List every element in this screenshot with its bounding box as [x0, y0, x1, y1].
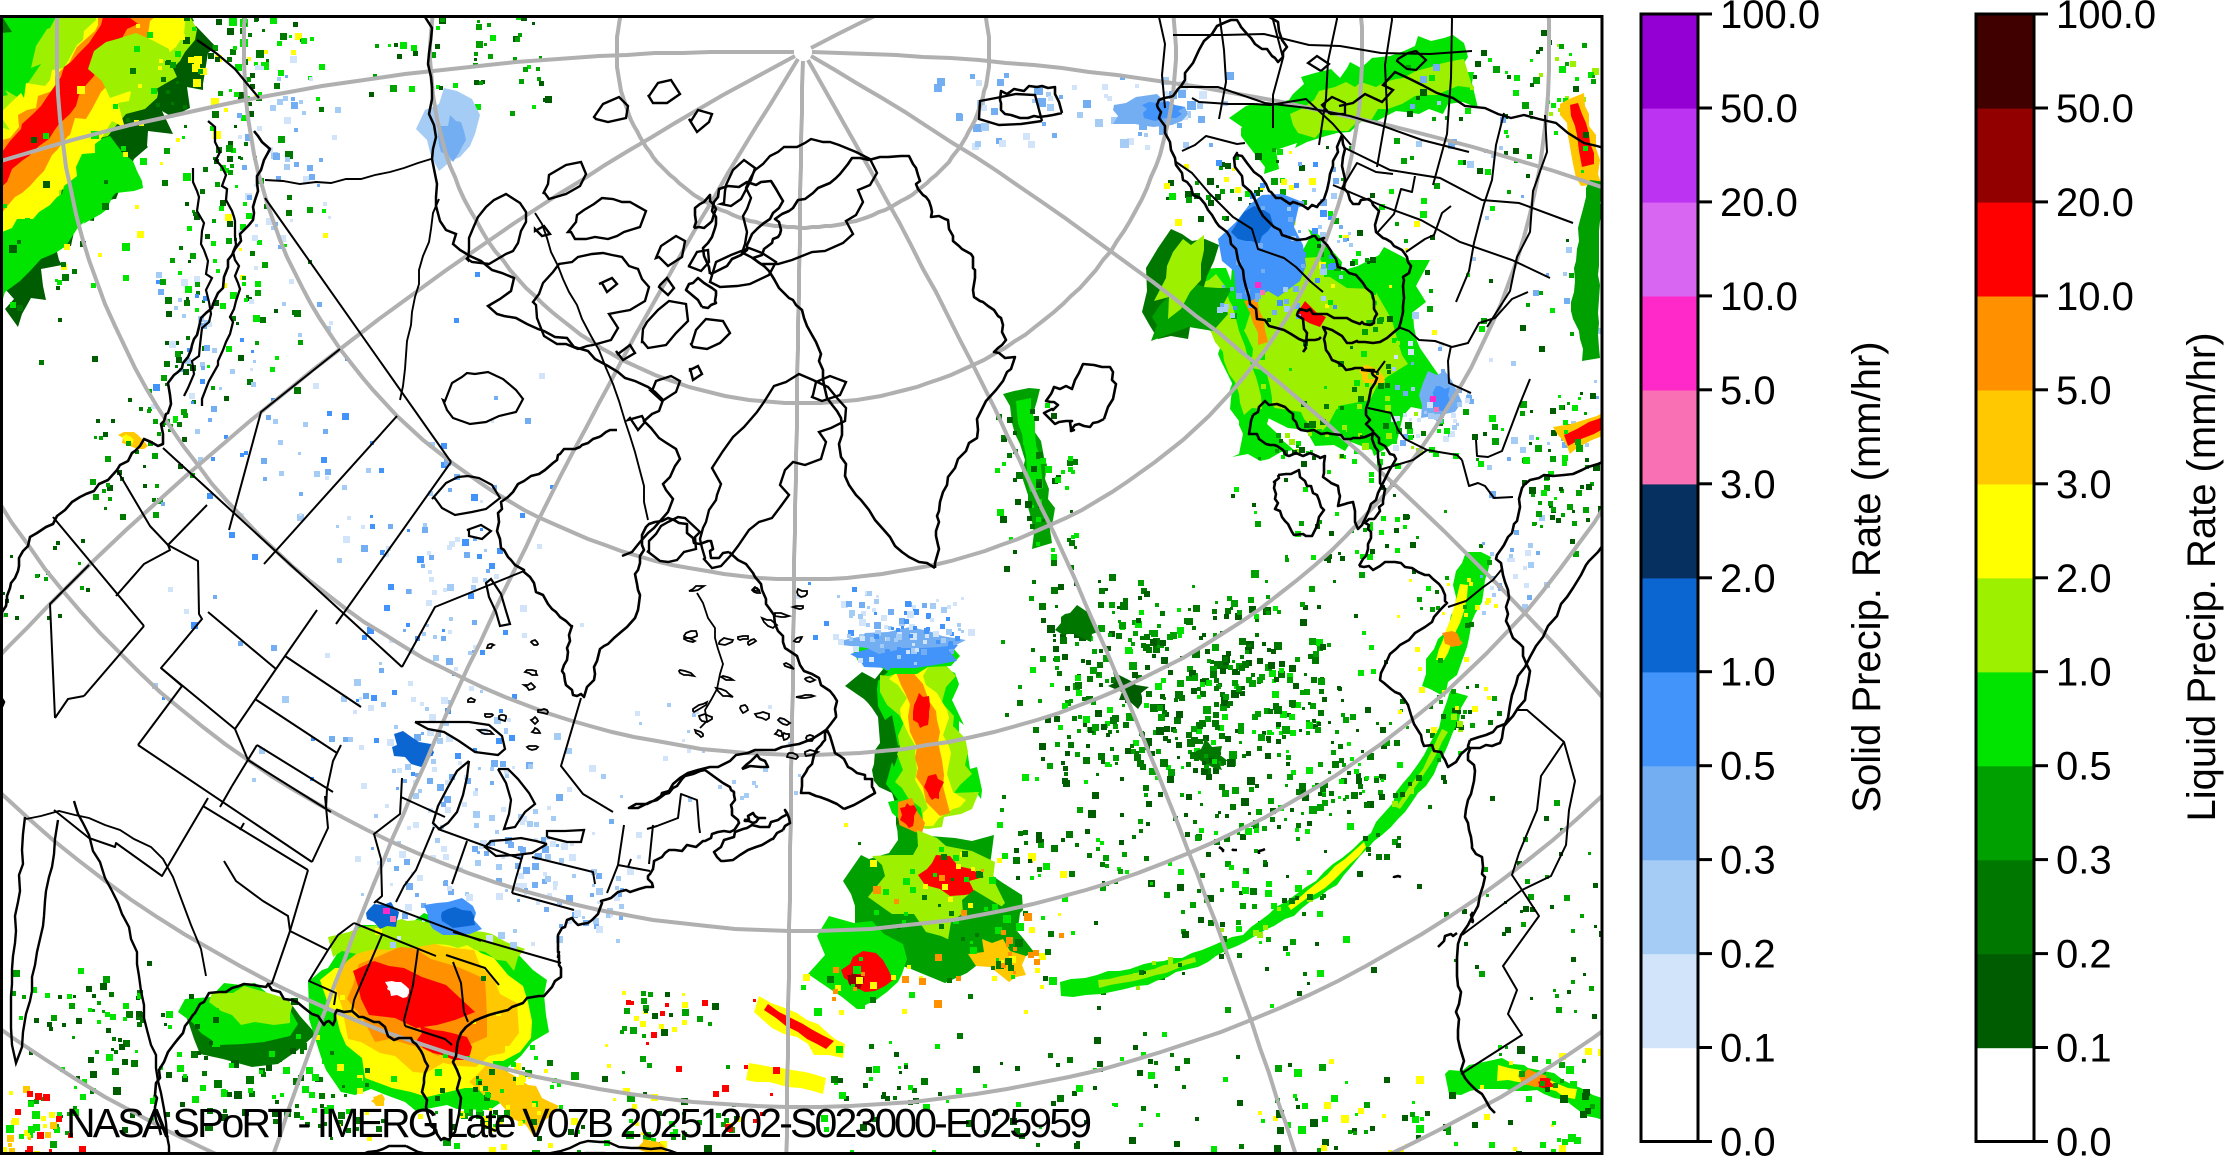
svg-text:3.0: 3.0 — [1720, 463, 1776, 507]
svg-text:NASA SPoRT - IMERG Late V07B 2: NASA SPoRT - IMERG Late V07B 20251202-S0… — [66, 1100, 1092, 1146]
svg-text:2.0: 2.0 — [2056, 557, 2112, 601]
svg-text:10.0: 10.0 — [1720, 275, 1798, 319]
svg-text:100.0: 100.0 — [2056, 0, 2156, 37]
svg-text:0.5: 0.5 — [1720, 745, 1776, 789]
svg-text:100.0: 100.0 — [1720, 0, 1820, 37]
svg-text:50.0: 50.0 — [2056, 87, 2134, 131]
svg-text:3.0: 3.0 — [2056, 463, 2112, 507]
svg-text:Solid Precip. Rate (mm/hr): Solid Precip. Rate (mm/hr) — [1845, 341, 1889, 812]
svg-text:50.0: 50.0 — [1720, 87, 1798, 131]
svg-text:0.5: 0.5 — [2056, 745, 2112, 789]
svg-text:2.0: 2.0 — [1720, 557, 1776, 601]
svg-text:10.0: 10.0 — [2056, 275, 2134, 319]
svg-text:1.0: 1.0 — [2056, 651, 2112, 695]
svg-text:0.2: 0.2 — [1720, 933, 1776, 977]
svg-text:20.0: 20.0 — [1720, 181, 1798, 225]
svg-text:1.0: 1.0 — [1720, 651, 1776, 695]
svg-text:0.0: 0.0 — [1720, 1121, 1776, 1165]
svg-text:Liquid Precip. Rate (mm/hr): Liquid Precip. Rate (mm/hr) — [2180, 332, 2224, 821]
svg-text:0.3: 0.3 — [1720, 839, 1776, 883]
svg-text:5.0: 5.0 — [2056, 369, 2112, 413]
svg-text:5.0: 5.0 — [1720, 369, 1776, 413]
svg-text:0.0: 0.0 — [2056, 1121, 2112, 1165]
svg-text:0.3: 0.3 — [2056, 839, 2112, 883]
svg-text:0.1: 0.1 — [1720, 1027, 1776, 1071]
svg-text:20.0: 20.0 — [2056, 181, 2134, 225]
svg-text:0.2: 0.2 — [2056, 933, 2112, 977]
svg-text:0.1: 0.1 — [2056, 1027, 2112, 1071]
